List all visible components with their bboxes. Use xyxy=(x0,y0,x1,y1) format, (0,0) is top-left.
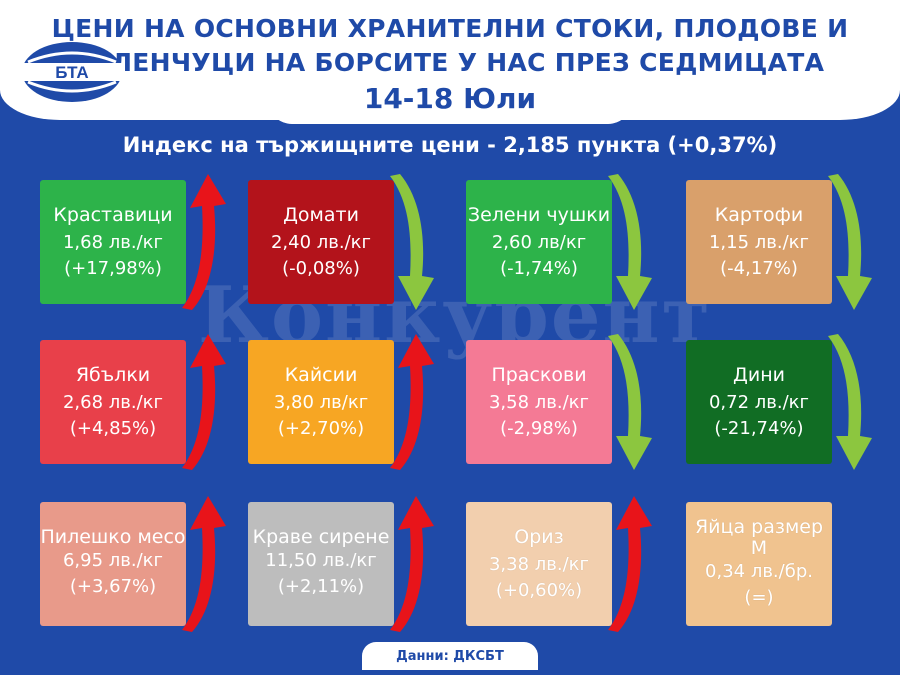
item-price: 1,68 лв./кг xyxy=(62,231,164,253)
item-name: Дини xyxy=(733,364,785,387)
item-price: 2,40 лв./кг xyxy=(270,231,372,253)
down-arrow-icon xyxy=(828,334,872,470)
item-price: 11,50 лв./кг xyxy=(265,550,377,572)
down-arrow-shape xyxy=(390,174,434,310)
item-name: Кайсии xyxy=(284,364,358,387)
item-name: Домати xyxy=(283,204,359,227)
item-change: (-4,17%) xyxy=(720,257,798,279)
bta-logo: БТА xyxy=(22,42,122,102)
down-arrow-shape xyxy=(608,334,652,470)
up-arrow-shape xyxy=(182,334,226,470)
up-arrow-shape xyxy=(608,496,652,632)
up-arrow-shape xyxy=(390,496,434,632)
item-price: 3,38 лв./кг xyxy=(488,553,590,575)
item-change: (+4,85%) xyxy=(69,417,157,439)
item-name: Краве сирене xyxy=(252,526,390,549)
down-arrow-shape xyxy=(828,174,872,310)
item-change: (+3,67%) xyxy=(69,576,157,598)
market-index: Индекс на тържищните цени - 2,185 пункта… xyxy=(122,133,778,157)
item-name: Зелени чушки xyxy=(467,204,611,227)
up-arrow-shape xyxy=(182,496,226,632)
item-name: Праскови xyxy=(491,364,587,387)
item-change: (+0,60%) xyxy=(495,579,583,601)
item-name: Краставици xyxy=(53,204,173,227)
item-card-rice: Ориз 3,38 лв./кг (+0,60%) xyxy=(466,502,612,626)
item-name: Пилешко месо xyxy=(40,526,186,549)
item-change: (-21,74%) xyxy=(714,417,804,439)
up-arrow-icon xyxy=(608,496,652,632)
item-card-tomatoes: Домати 2,40 лв./кг (-0,08%) xyxy=(248,180,394,304)
item-change: (+17,98%) xyxy=(64,257,162,279)
down-arrow-icon xyxy=(828,174,872,310)
item-change: (+2,11%) xyxy=(277,576,365,598)
item-change: (+2,70%) xyxy=(277,417,365,439)
item-price: 6,95 лв./кг xyxy=(62,550,164,572)
item-price: 2,68 лв./кг xyxy=(62,391,164,413)
item-price: 1,15 лв./кг xyxy=(708,231,810,253)
item-card-eggs: Яйца размер М 0,34 лв./бр. (=) xyxy=(686,502,832,626)
item-price: 3,58 лв./кг xyxy=(488,391,590,413)
item-change: (-2,98%) xyxy=(500,417,578,439)
down-arrow-shape xyxy=(608,174,652,310)
item-card-cucumbers: Краставици 1,68 лв./кг (+17,98%) xyxy=(40,180,186,304)
title-line-1: ЦЕНИ НА ОСНОВНИ ХРАНИТЕЛНИ СТОКИ, ПЛОДОВ… xyxy=(51,14,849,43)
item-name: Ориз xyxy=(514,526,564,549)
item-change: (-0,08%) xyxy=(282,257,360,279)
date-range: 14-18 Юли xyxy=(268,78,632,124)
item-card-watermelons: Дини 0,72 лв./кг (-21,74%) xyxy=(686,340,832,464)
item-name: Картофи xyxy=(714,204,804,227)
item-card-cheese: Краве сирене 11,50 лв./кг (+2,11%) xyxy=(248,502,394,626)
down-arrow-icon xyxy=(608,334,652,470)
down-arrow-icon xyxy=(390,174,434,310)
data-source: Данни: ДКСБТ xyxy=(362,642,538,670)
logo-text: БТА xyxy=(55,63,88,82)
up-arrow-icon xyxy=(182,334,226,470)
up-arrow-icon xyxy=(390,334,434,470)
up-arrow-icon xyxy=(182,496,226,632)
item-card-green-peppers: Зелени чушки 2,60 лв/кг (-1,74%) xyxy=(466,180,612,304)
down-arrow-shape xyxy=(828,334,872,470)
item-price: 3,80 лв/кг xyxy=(273,391,369,413)
item-change: (=) xyxy=(744,586,774,608)
title-line-2: ЗЕЛЕНЧУЦИ НА БОРСИТЕ У НАС ПРЕЗ СЕДМИЦАТ… xyxy=(75,48,825,77)
item-card-peaches: Праскови 3,58 лв./кг (-2,98%) xyxy=(466,340,612,464)
item-price: 0,72 лв./кг xyxy=(708,391,810,413)
item-name: Ябълки xyxy=(75,364,151,387)
item-price: 2,60 лв/кг xyxy=(491,231,587,253)
item-change: (-1,74%) xyxy=(500,257,578,279)
item-card-chicken: Пилешко месо 6,95 лв./кг (+3,67%) xyxy=(40,502,186,626)
item-price: 0,34 лв./бр. xyxy=(705,560,813,582)
item-card-potatoes: Картофи 1,15 лв./кг (-4,17%) xyxy=(686,180,832,304)
down-arrow-icon xyxy=(608,174,652,310)
up-arrow-icon xyxy=(182,174,226,310)
up-arrow-icon xyxy=(390,496,434,632)
up-arrow-shape xyxy=(390,334,434,470)
up-arrow-shape xyxy=(182,174,226,310)
item-name: Яйца размер М xyxy=(694,516,824,559)
item-card-apples: Ябълки 2,68 лв./кг (+4,85%) xyxy=(40,340,186,464)
item-card-apricots: Кайсии 3,80 лв/кг (+2,70%) xyxy=(248,340,394,464)
